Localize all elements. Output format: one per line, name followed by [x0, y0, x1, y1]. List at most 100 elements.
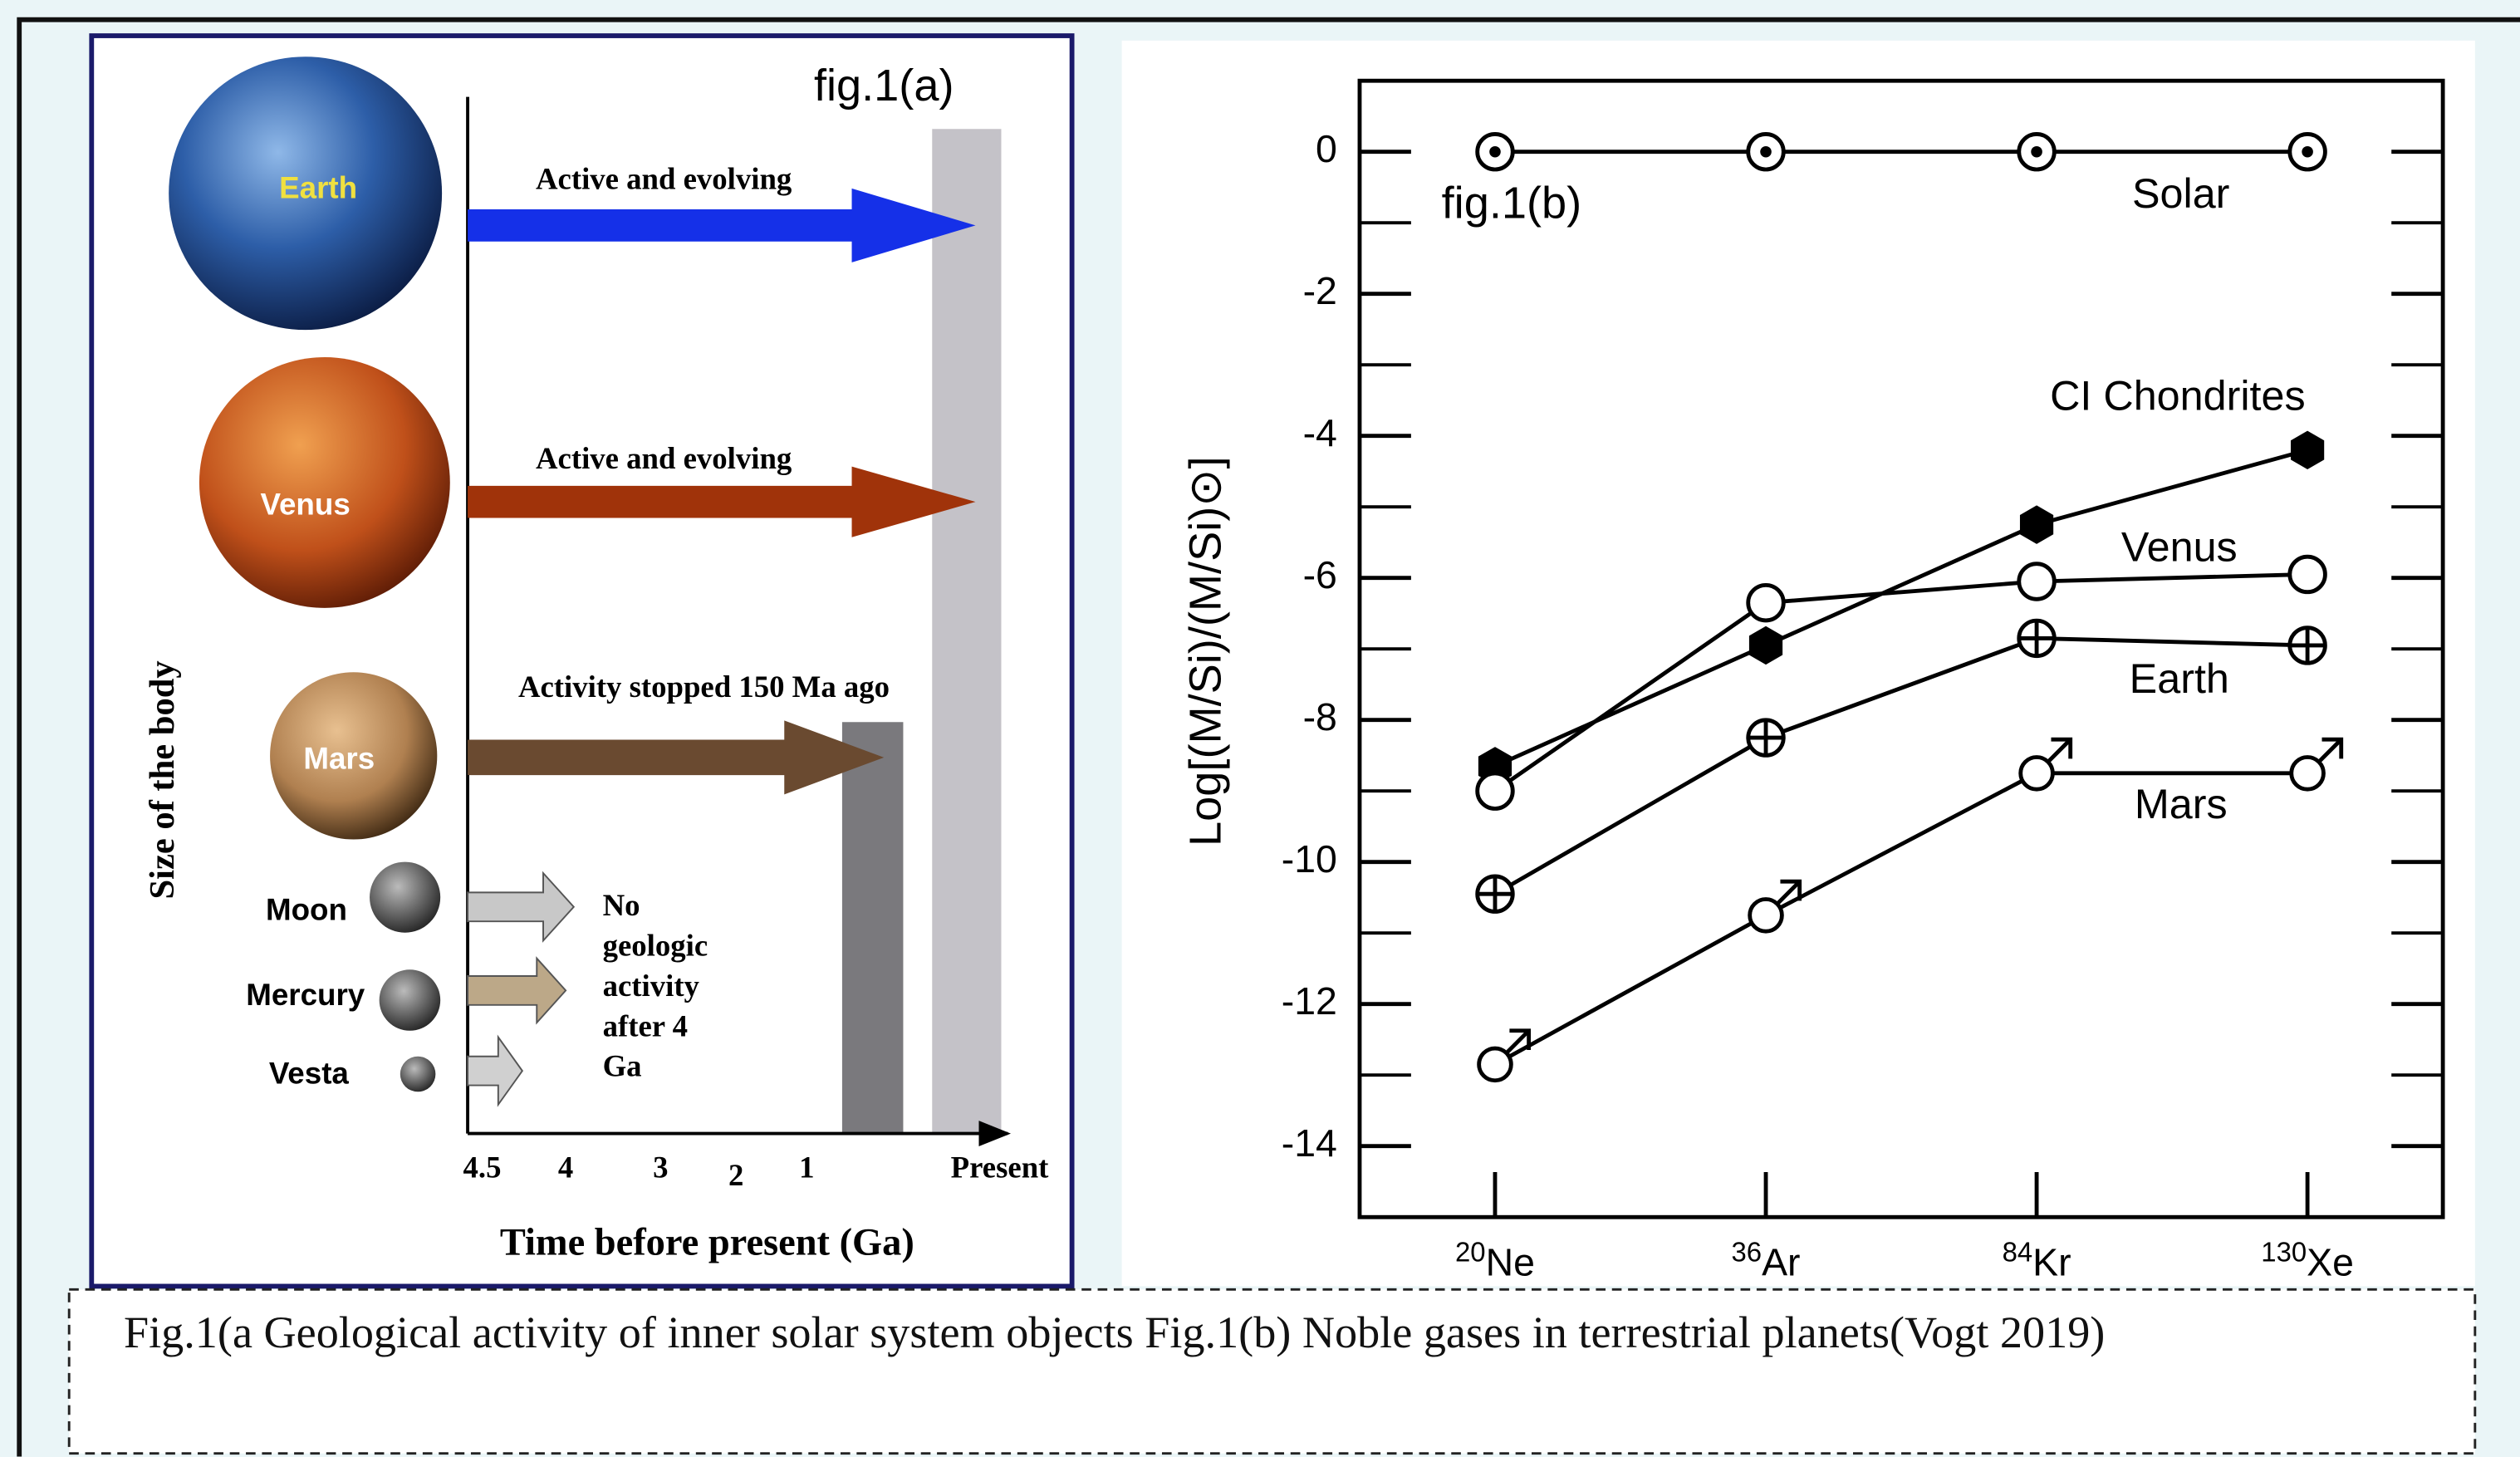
marker [2017, 618, 2057, 659]
marker [2019, 505, 2054, 544]
marker [2018, 737, 2073, 792]
y-tick-label: -6 [1303, 553, 1337, 596]
figure-b-panel [1121, 40, 2475, 1287]
arrow-label: Activity stopped 150 Ma ago [518, 670, 890, 704]
x-tick-label: 3 [653, 1150, 668, 1185]
marker-part [2031, 145, 2042, 158]
vesta-image [400, 1056, 436, 1092]
series-label: CI Chondrites [2050, 372, 2306, 419]
marker-part [1748, 897, 1784, 934]
marker-part [1504, 1028, 1532, 1055]
marker-part [1477, 1046, 1513, 1083]
marker [2017, 132, 2057, 172]
marker-part [1746, 582, 1786, 623]
annotation: fig.1(b) [1442, 178, 1582, 228]
x-axis-label: Time before present (Ga) [500, 1222, 914, 1264]
moon-image [370, 861, 441, 933]
mars-stop-bar [841, 722, 904, 1134]
body-label: Venus [261, 488, 351, 522]
body-label: Mercury [246, 978, 365, 1012]
figure-label: fig.1(a) [814, 61, 954, 110]
marker [1748, 879, 1802, 934]
marker-part [2018, 755, 2055, 792]
mercury-arrow [467, 956, 567, 1025]
x-tick-label: 36Ar [1732, 1236, 1801, 1283]
y-tick-label: -12 [1282, 979, 1337, 1023]
marker-part [1748, 625, 1783, 665]
marker-part [2302, 145, 2313, 158]
y-tick-label: -14 [1282, 1121, 1337, 1165]
note-line: geologic [603, 929, 708, 963]
note-line: No [603, 888, 640, 922]
arrow-label: Active and evolving [536, 441, 792, 475]
body-label: Moon [266, 892, 347, 926]
marker [1475, 132, 1515, 172]
series-label: Venus [2121, 523, 2238, 571]
note-line: Ga [603, 1049, 642, 1083]
marker-part [2287, 554, 2327, 595]
marker [1746, 582, 1786, 623]
mars-arrow [468, 720, 885, 795]
marker-part [1760, 145, 1772, 158]
x-tick-label: 4 [558, 1150, 573, 1185]
marker-part [2290, 430, 2325, 470]
marker-part [2289, 627, 2326, 664]
marker-part [2289, 755, 2326, 792]
marker [1746, 132, 1786, 172]
earth-arrow [468, 188, 976, 262]
series-label: Mars [2135, 780, 2228, 827]
x-tick-label: Present [951, 1150, 1049, 1185]
series-label: Earth [2130, 655, 2229, 702]
series-line [1493, 635, 2308, 896]
x-tick-label: 1 [799, 1150, 814, 1185]
x-tick-label: 130Xe [2261, 1236, 2354, 1283]
marker-part [1775, 879, 1802, 906]
y-axis-label: Size of the body [143, 660, 182, 899]
venus-image [199, 357, 450, 608]
mars-image [270, 672, 438, 840]
series-line [1493, 771, 2308, 1067]
venus-arrow [468, 466, 976, 537]
caption: Fig.1(a Geological activity of inner sol… [123, 1308, 2106, 1359]
marker-part [1475, 771, 1515, 811]
slide-border [17, 17, 2520, 1457]
body-label: Vesta [269, 1057, 350, 1091]
series-line [1494, 448, 2308, 768]
moon-arrow [467, 871, 576, 943]
marker-part [1489, 145, 1501, 158]
marker [2287, 625, 2327, 665]
marker [1746, 718, 1786, 758]
chart: -14 -12 -10 -8 -6 -4 -2 0 20Ne 36Ar 84Kr 130Xe Log[(… [1180, 78, 2445, 1284]
present-bar [932, 129, 1002, 1134]
arrow-label: Active and evolving [536, 162, 792, 196]
marker-part [2017, 562, 2057, 601]
x-tick-label: 2 [728, 1158, 743, 1192]
y-tick-label: -4 [1303, 411, 1337, 454]
note-line: after 4 [603, 1008, 688, 1042]
marker [1748, 625, 1783, 665]
marker [2287, 132, 2327, 172]
marker-part [2018, 621, 2055, 656]
series-label: Solar [2132, 169, 2229, 217]
body-label: Mars [303, 741, 375, 775]
vesta-arrow [467, 1034, 524, 1107]
caption-area: Fig.1(a Geological activity of inner sol… [123, 1308, 2106, 1359]
body-label: Earth [279, 170, 357, 204]
marker-part [2317, 737, 2344, 764]
marker [1475, 874, 1515, 914]
mercury-image [379, 969, 441, 1031]
caption-box [67, 1288, 2477, 1455]
marker [1475, 771, 1515, 811]
earth-image [169, 56, 443, 331]
y-tick-label: -2 [1303, 269, 1337, 312]
marker [2289, 737, 2344, 792]
marker [1477, 1028, 1532, 1083]
marker-part [1477, 876, 1513, 912]
y-tick-label: -8 [1303, 695, 1337, 738]
y-tick-label: -10 [1282, 837, 1337, 881]
y-axis-label: Log[(M/Si)/(M/Si)⊙] [1180, 456, 1230, 846]
marker-part [2046, 737, 2073, 764]
x-tick-label: 20Ne [1455, 1236, 1535, 1283]
